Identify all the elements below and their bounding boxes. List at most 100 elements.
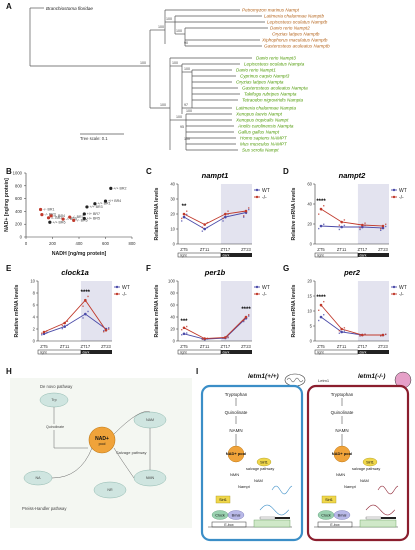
model-clock-label: Clock: [215, 514, 225, 518]
replicate-point: [245, 211, 247, 213]
replicate-point: [318, 213, 320, 215]
series-line: [183, 316, 247, 340]
dark-phase-shading: [357, 281, 389, 341]
scatter-point-label: -/- BR7: [72, 215, 83, 219]
bootstrap-value: 100: [172, 61, 178, 65]
letm1-label: Letm1: [318, 378, 330, 383]
replicate-point: [108, 327, 110, 329]
tree-leaf: Oryzias latipes Namptb: [272, 32, 320, 37]
replicate-point: [385, 225, 387, 228]
replicate-point: [318, 319, 320, 322]
tree-leaf: Lepisosteus oculatus Namptb: [267, 20, 328, 25]
nad-pool-node: [333, 445, 351, 463]
legend-label: WT: [122, 285, 130, 291]
letm1-model-diagram: letm1(+/+) letm1(-/-) Letm1 Tryptophan Qu…: [200, 371, 412, 542]
light-phase-bar: [314, 349, 359, 355]
replicate-point: [222, 337, 224, 339]
bootstrap-value: 100: [184, 67, 190, 71]
replicate-point: [227, 213, 229, 216]
scatter-point-label: +/+ BR4: [108, 199, 121, 203]
replicate-point: [87, 295, 89, 298]
y-tick-label: 0: [173, 339, 176, 344]
tree-leaf: Danio rerio Nampt2: [270, 26, 310, 31]
tree-leaf: Danio rerio Nampt3: [256, 56, 296, 61]
light-label: light: [40, 350, 47, 354]
sirt1-node: [362, 457, 378, 467]
tree-leaf: Oryzias latipes Nampta: [236, 80, 284, 85]
x-tick-label: ZT17: [357, 344, 367, 349]
y-tick-label: 6: [33, 303, 36, 308]
scatter-point-label: -/- BR5: [66, 217, 77, 221]
y-tick-label: 10: [307, 309, 312, 314]
y-tick-label: 1000: [13, 171, 23, 176]
replicate-point: [82, 317, 84, 319]
scatter-point-label: +/+ BR1: [97, 202, 110, 206]
y-axis-label: Relative mRNA levels: [291, 187, 297, 240]
replicate-point: [361, 334, 364, 336]
scatter-point: [38, 207, 43, 212]
replicate-point: [359, 227, 361, 229]
nad-pool-label: NAD+: [95, 436, 109, 442]
tree-leaf: Gallus gallus Nampt: [238, 130, 280, 135]
significance-stars: ****: [316, 295, 326, 301]
nad-pool-node: [88, 426, 116, 454]
scatter-point: [68, 215, 72, 219]
y-tick-label: 0: [33, 339, 36, 344]
tree-leaf: Tetraodon nigroviridis Nampta: [242, 98, 304, 103]
replicate-point: [385, 333, 387, 336]
y-tick-label: 8: [33, 291, 36, 296]
panel-label-c: C: [146, 167, 152, 176]
replicate-point: [227, 210, 229, 212]
scatter-point-label: -/- BR3: [51, 216, 62, 220]
y-axis-label: Relative mRNA levels: [154, 187, 160, 240]
y-axis-label: Relative mRNA levels: [14, 284, 20, 337]
replicate-point: [382, 227, 384, 230]
tree-outgroup-label: Branchiostoma floridae: [46, 6, 93, 11]
replicate-point: [186, 210, 188, 212]
expression-chart-f: per1b 0 20 40 60 80 100 Relative mRNA levels ZT5…: [154, 268, 270, 354]
x-tick-label: ZT5: [317, 247, 325, 252]
preiss-handler-label: Preiss-Handler pathway: [22, 506, 67, 511]
model-nad-label: NAD+ pool: [226, 451, 247, 456]
replicate-point: [64, 322, 66, 325]
y-tick-label: 400: [15, 209, 23, 214]
replicate-point: [364, 222, 366, 224]
replicate-point: [318, 227, 320, 230]
y-tick-label: 0: [173, 242, 176, 247]
tree-leaf: Anolis carolinensis Nampta: [237, 124, 294, 129]
legend-marker: [255, 292, 259, 296]
replicate-point: [338, 332, 341, 334]
dark-phase-bar: [220, 253, 252, 257]
y-tick-label: 2: [33, 327, 36, 332]
legend-marker: [115, 285, 119, 289]
series-line: [320, 304, 383, 336]
replicate-point: [385, 223, 387, 225]
replicate-point: [66, 324, 69, 326]
replicate-point: [323, 205, 325, 207]
light-label: light: [180, 350, 187, 354]
tree-leaf: Gasterosteus aculeatus Nampta: [242, 86, 308, 91]
replicate-point: [343, 224, 346, 227]
x-tick-label: ZT5: [180, 247, 188, 252]
bootstrap-value: 90: [184, 41, 188, 45]
sirt1-box: [321, 495, 337, 504]
replicate-point: [343, 219, 346, 221]
na-label: NA: [36, 476, 42, 480]
scatter-point: [48, 220, 52, 224]
target-gene-box: [253, 519, 291, 528]
y-tick-label: 0: [20, 235, 23, 240]
model-step-label: Quinolinate: [331, 410, 354, 415]
replicate-point: [201, 338, 204, 340]
rhythm-trace: [259, 504, 290, 516]
legend-label: -/-: [262, 195, 267, 201]
series-line: [43, 313, 107, 335]
replicate-point: [84, 300, 87, 303]
model-ebox-label: E-box: [330, 523, 339, 527]
replicate-point: [46, 332, 48, 334]
legend-label: WT: [262, 285, 270, 291]
oscillation-icon: [271, 485, 293, 495]
bootstrap-value: 95: [180, 125, 184, 129]
scatter-point: [85, 205, 89, 209]
legend-label: -/-: [262, 292, 267, 298]
model-nmn-label: NMN: [230, 472, 239, 477]
